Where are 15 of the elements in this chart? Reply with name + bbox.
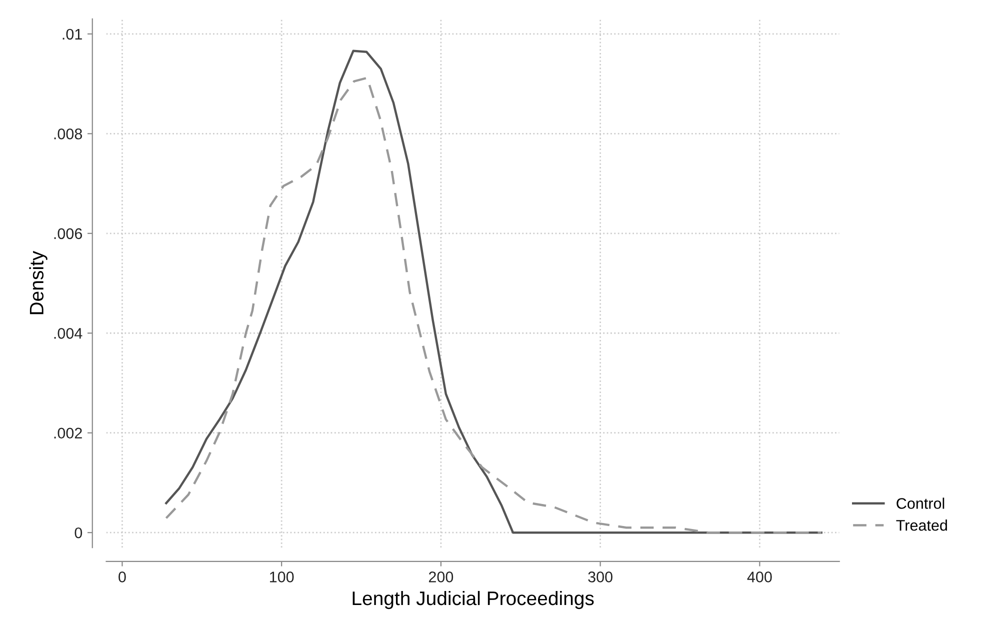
y-tick-label: .01 (62, 28, 82, 40)
y-tick-label: .002 (54, 428, 82, 439)
x-tick-label: 300 (588, 572, 612, 582)
x-tick-label: 0 (118, 572, 126, 582)
y-tick-label: .004 (54, 328, 82, 339)
y-tick-label: .006 (54, 228, 82, 240)
x-tick-label: 200 (428, 572, 454, 582)
y-axis-title: Density (29, 250, 48, 314)
x-tick-label: 400 (747, 572, 772, 582)
y-tick-label: .008 (54, 128, 82, 140)
y-tick-label: 0 (74, 527, 82, 538)
x-axis-title: Length Judicial Proceedings (352, 590, 594, 610)
legend-label: Control (896, 498, 944, 509)
legend-label: Treated (896, 520, 947, 531)
x-tick-label: 100 (270, 572, 294, 582)
